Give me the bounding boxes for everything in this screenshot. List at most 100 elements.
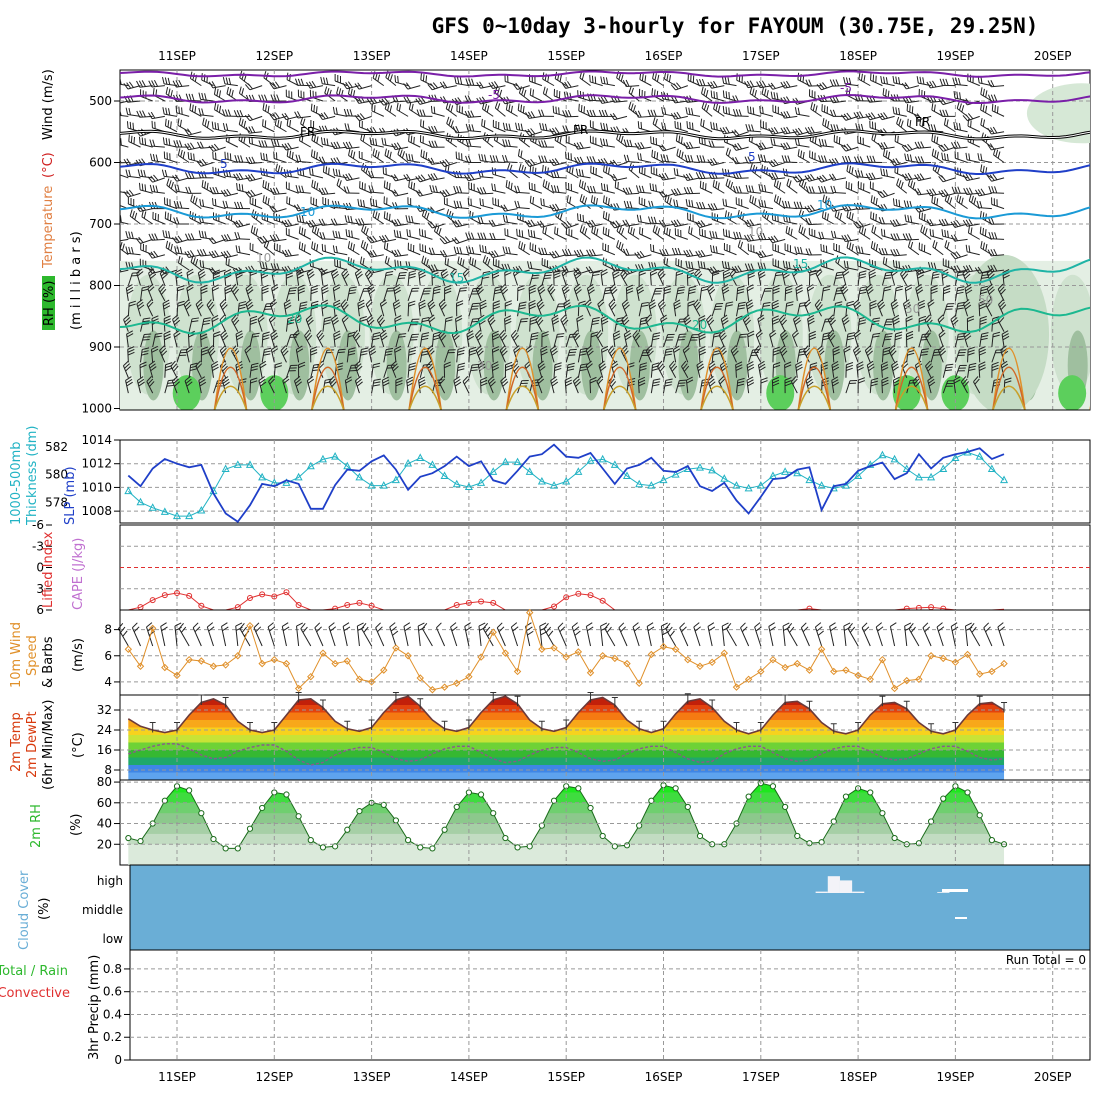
wind-barb-feather: [450, 120, 454, 128]
wind-barb-feather: [488, 220, 494, 227]
wind-barb-feather: [279, 121, 282, 129]
wind-barb-feather: [677, 385, 685, 387]
wind-barb-feather: [316, 228, 320, 236]
wind-barb: [285, 334, 292, 348]
wind-barb-feather: [165, 137, 168, 145]
wind-barb: [162, 303, 166, 317]
wind-barb-feather: [125, 376, 132, 381]
wind-barb: [395, 254, 409, 258]
wind-barb-feather: [395, 380, 403, 384]
wind-barb-feather: [155, 154, 159, 162]
wind-barb-feather: [397, 218, 402, 226]
wind-barb-feather: [298, 154, 302, 162]
wind-barb-feather: [144, 333, 152, 336]
wind-barb: [431, 162, 445, 165]
wind-barb: [371, 380, 375, 394]
wind-barb-feather: [372, 384, 380, 387]
wind-barb-feather: [607, 229, 610, 237]
wind-barb-feather: [450, 105, 454, 113]
wind-barb-feather: [427, 222, 433, 229]
wind-barb-feather: [393, 286, 401, 292]
wind-barb-feather: [174, 319, 181, 326]
wind-barb-feather: [368, 345, 375, 351]
wind-barb-feather: [360, 350, 368, 353]
wind-barb-feather: [467, 95, 472, 102]
wind-barb-feather: [324, 86, 328, 94]
wind-barb-feather: [299, 215, 302, 223]
wind-barb-feather: [577, 213, 579, 221]
wind-barb-feather: [395, 377, 403, 381]
wind-barb-feather: [184, 301, 191, 308]
wind-barb: [286, 234, 299, 240]
wind-barb: [275, 170, 287, 179]
wind-barb-feather: [188, 333, 196, 338]
wind-barb-feather: [129, 300, 137, 304]
wind-barb: [474, 335, 482, 348]
wind-barb-feather: [167, 212, 169, 220]
wind-barb-feather: [341, 268, 347, 275]
date-label-top: 13SEP: [353, 49, 391, 63]
wind-barb-feather: [122, 243, 125, 251]
wind-barb-feather: [433, 285, 441, 289]
wind-barb-feather: [439, 160, 445, 167]
wind-barb-feather: [186, 381, 193, 387]
wind-barb-feather: [114, 184, 115, 191]
wind-barb-feather: [277, 165, 281, 173]
wind-barb-feather: [275, 187, 280, 195]
wind-barb-feather: [172, 175, 178, 182]
wind-barb-feather: [384, 148, 387, 156]
wind-barb-feather: [196, 301, 203, 308]
wind-barb-feather: [287, 219, 292, 226]
wind-barb-feather: [468, 124, 472, 132]
wind-barb-feather: [479, 198, 482, 206]
wind-barb-feather: [201, 158, 207, 165]
wind-barb: [268, 381, 275, 394]
wind-barb-feather: [255, 212, 259, 220]
wind-barb-feather: [174, 184, 177, 192]
wind-barb-feather: [444, 257, 447, 265]
wind-barb-feather: [199, 198, 202, 206]
wind-barb: [223, 272, 227, 286]
wind-barb: [406, 380, 409, 394]
wind-barb-feather: [399, 230, 402, 238]
wind-barb: [494, 139, 506, 148]
wind-barb-feather: [286, 118, 289, 126]
wind-barb-feather: [431, 140, 435, 148]
wind-barb-feather: [390, 360, 397, 367]
wind-barb: [150, 349, 154, 363]
wind-barb-feather: [222, 335, 229, 341]
wind-barb-feather: [232, 286, 238, 293]
wind-barb-feather: [421, 337, 429, 341]
wind-barb-feather: [271, 348, 279, 353]
wind-barb-feather: [474, 259, 477, 267]
wind-barb-feather: [582, 214, 585, 222]
wind-barb-feather: [363, 226, 367, 234]
wind-barb: [261, 303, 267, 317]
wind-barb: [206, 304, 214, 317]
wind-barb: [384, 187, 397, 194]
wind-barb-feather: [436, 226, 440, 234]
wind-barb: [354, 380, 360, 394]
wind-barb-feather: [127, 351, 135, 356]
wind-barb-feather: [198, 304, 204, 310]
wind-barb-feather: [333, 284, 340, 289]
wind-barb: [151, 191, 165, 194]
wind-barb-feather: [126, 330, 133, 335]
wind-barb-feather: [313, 134, 317, 142]
wind-barb-feather: [239, 109, 244, 117]
wind-barb: [881, 380, 883, 394]
date-label-bottom: 12SEP: [255, 1070, 293, 1084]
wind-barb-feather: [272, 205, 278, 212]
wind-barb: [188, 158, 202, 163]
wind-barb-feather: [247, 190, 253, 197]
wind-barb: [322, 349, 328, 363]
wind-barb-feather: [123, 314, 130, 320]
wind-barb-feather: [386, 347, 394, 351]
wind-barb: [170, 366, 178, 378]
wind-barb-feather: [273, 139, 277, 147]
wind-barb-feather: [365, 243, 369, 251]
wind-barb-feather: [321, 218, 326, 226]
wind-barb-feather: [115, 235, 119, 241]
wind-barb-feather: [213, 275, 221, 279]
wind-barb-feather: [355, 334, 361, 341]
